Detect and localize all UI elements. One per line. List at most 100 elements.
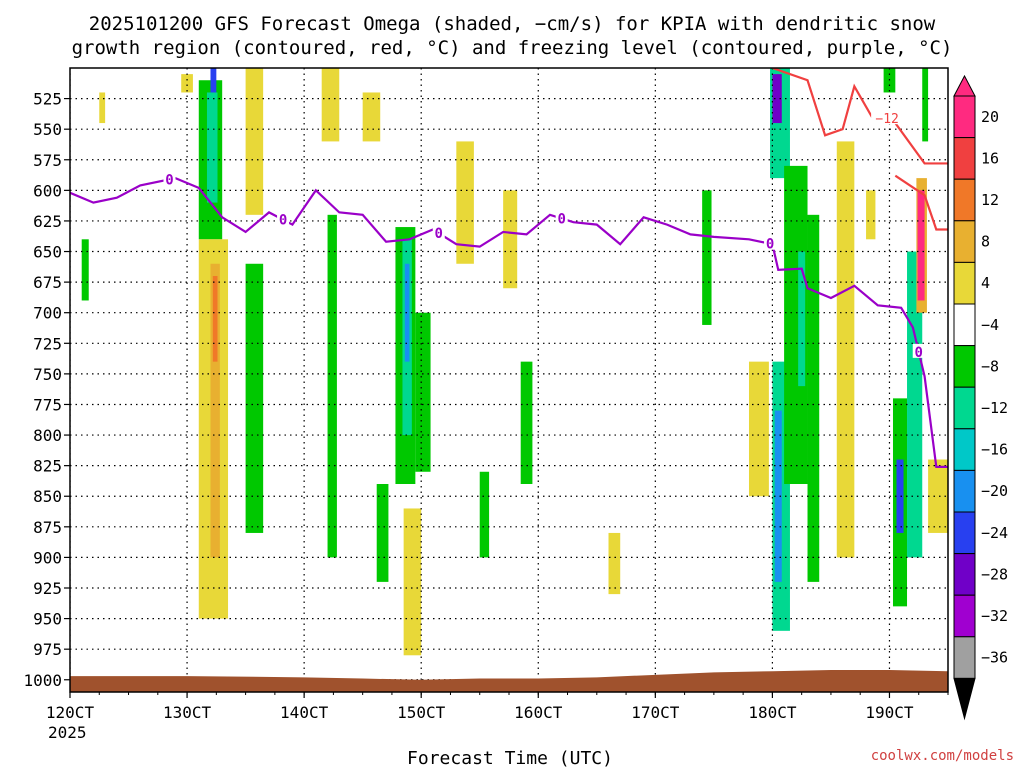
omega-cell bbox=[702, 190, 712, 325]
colorbar-label: −24 bbox=[981, 524, 1008, 542]
omega-cell bbox=[922, 68, 929, 142]
x-tick-label: 190CT bbox=[865, 703, 914, 722]
omega-cell bbox=[403, 508, 422, 656]
freezing-label-bg bbox=[277, 211, 290, 226]
x-tick-label: 180CT bbox=[748, 703, 797, 722]
omega-cell bbox=[245, 68, 264, 215]
y-tick-label: 975 bbox=[33, 640, 62, 659]
y-tick-label: 650 bbox=[33, 243, 62, 262]
freezing-level-label: 0 bbox=[435, 226, 443, 242]
omega-cell bbox=[836, 141, 855, 558]
credit-link[interactable]: coolwx.com/models bbox=[871, 748, 1014, 764]
y-tick-label: 900 bbox=[33, 548, 62, 567]
color-bar: 20 16 12 8 4 −4 −8 −12 −16 −20 −24 −28 −32 −36 bbox=[953, 74, 1008, 721]
y-tick-label: 750 bbox=[33, 365, 62, 384]
omega-cell bbox=[245, 263, 264, 533]
omega-cell bbox=[212, 276, 218, 362]
freezing-label-bg bbox=[555, 210, 568, 225]
freezing-level-label: 0 bbox=[165, 172, 173, 188]
y-tick-label: 800 bbox=[33, 426, 62, 445]
omega-cell bbox=[520, 361, 533, 484]
omega-cell bbox=[807, 214, 820, 582]
omega-cell bbox=[772, 74, 782, 124]
y-tick-label: 825 bbox=[33, 457, 62, 476]
x-tick-label: 170CT bbox=[631, 703, 680, 722]
freezing-label-bg bbox=[764, 235, 777, 250]
x-axis: 120CT 130CT 140CT 150CT 160CT 170CT 180CT 190CT bbox=[46, 692, 949, 722]
omega-cell bbox=[774, 410, 782, 582]
colorbar-swatch bbox=[953, 636, 976, 679]
y-tick-label: 850 bbox=[33, 487, 62, 506]
colorbar-top-arrow bbox=[953, 74, 976, 97]
x-axis-label: Forecast Time (UTC) bbox=[407, 748, 613, 768]
y-tick-label: 575 bbox=[33, 151, 62, 170]
y-tick-label: 925 bbox=[33, 579, 62, 598]
omega-cell bbox=[896, 459, 904, 533]
x-tick-label: 120CT bbox=[46, 703, 95, 722]
omega-cell bbox=[798, 251, 806, 387]
colorbar-label: 8 bbox=[981, 233, 990, 251]
omega-cell bbox=[479, 471, 490, 558]
omega-cell bbox=[928, 459, 948, 533]
dgz-lower-contour bbox=[894, 174, 948, 231]
y-tick-label: 775 bbox=[33, 395, 62, 414]
colorbar-swatch bbox=[953, 386, 976, 430]
year-label: 2025 bbox=[48, 723, 87, 742]
y-tick-label: 875 bbox=[33, 518, 62, 537]
dgz-upper-contour bbox=[772, 68, 948, 165]
colorbar-label: −20 bbox=[981, 482, 1008, 500]
colorbar-swatch bbox=[953, 261, 976, 305]
freezing-label-bg bbox=[163, 171, 176, 186]
colorbar-swatch bbox=[953, 553, 976, 596]
colorbar-swatch bbox=[953, 594, 976, 638]
freezing-level-label: 0 bbox=[766, 237, 774, 253]
y-tick-label: 1000 bbox=[23, 671, 62, 690]
omega-cell bbox=[376, 484, 389, 582]
y-tick-label: 525 bbox=[33, 90, 62, 109]
colorbar-label: −8 bbox=[981, 357, 999, 375]
dgz-label-bg bbox=[871, 110, 904, 125]
y-axis: 525 550 575 600 625 650 675 700 725 750 775 800 825 8… bbox=[23, 90, 70, 690]
omega-cell bbox=[206, 92, 218, 203]
omega-cell bbox=[362, 92, 381, 142]
omega-cell bbox=[81, 239, 89, 301]
freezing-level-label: 0 bbox=[557, 211, 565, 227]
omega-cell bbox=[866, 190, 876, 240]
freezing-level-contour bbox=[70, 176, 948, 468]
colorbar-bottom-arrow bbox=[953, 677, 976, 721]
colorbar-label: −36 bbox=[981, 649, 1008, 667]
colorbar-swatch bbox=[953, 95, 976, 139]
omega-cell bbox=[503, 190, 518, 289]
colorbar-swatch bbox=[953, 511, 976, 555]
terrain-fill bbox=[70, 669, 948, 692]
y-tick-label: 725 bbox=[33, 334, 62, 353]
colorbar-label: −28 bbox=[981, 565, 1008, 583]
x-tick-label: 130CT bbox=[163, 703, 212, 722]
y-tick-label: 700 bbox=[33, 304, 62, 323]
colorbar-label: 20 bbox=[981, 108, 999, 126]
omega-cell bbox=[415, 312, 431, 472]
colorbar-label: −32 bbox=[981, 607, 1008, 625]
plot-inner: 0 0 0 0 0 0 −12 bbox=[70, 68, 948, 692]
omega-cell bbox=[608, 532, 621, 595]
colorbar-swatch bbox=[953, 137, 976, 180]
freezing-label-bg bbox=[432, 225, 445, 240]
colorbar-label: −16 bbox=[981, 441, 1008, 459]
freezing-level-label: 0 bbox=[915, 345, 923, 361]
colorbar-swatch bbox=[953, 303, 976, 347]
freezing-level-label: 0 bbox=[279, 213, 287, 229]
freezing-label-bg bbox=[912, 343, 925, 358]
y-tick-label: 950 bbox=[33, 610, 62, 629]
colorbar-swatch bbox=[953, 428, 976, 471]
omega-cell bbox=[210, 263, 220, 558]
omega-cell bbox=[327, 214, 337, 558]
y-tick-label: 600 bbox=[33, 181, 62, 200]
colorbar-label: 16 bbox=[981, 149, 999, 167]
y-tick-label: 675 bbox=[33, 273, 62, 292]
y-tick-label: 550 bbox=[33, 120, 62, 139]
chart-title-line1: 2025101200 GFS Forecast Omega (shaded, −… bbox=[89, 13, 936, 35]
omega-cell bbox=[748, 361, 769, 497]
colorbar-label: −4 bbox=[981, 316, 999, 334]
colorbar-label: 4 bbox=[981, 274, 990, 292]
